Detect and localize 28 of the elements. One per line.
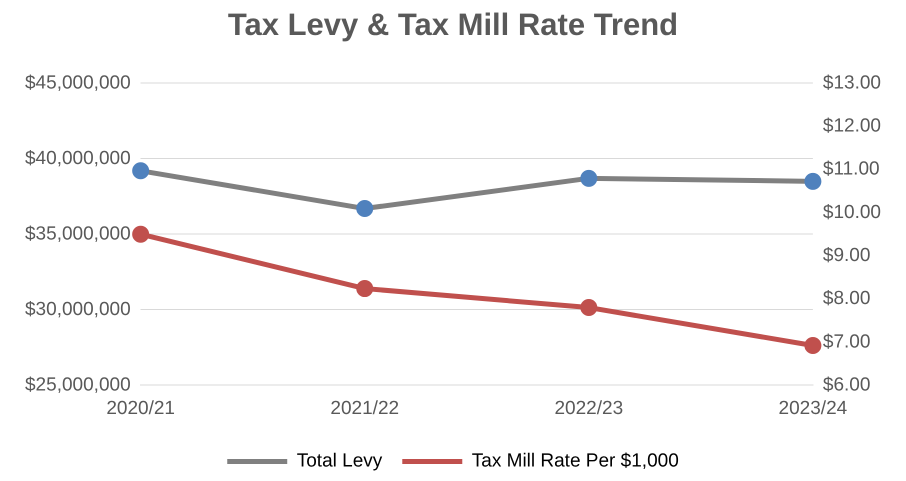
y2-tick-label: $6.00: [822, 374, 870, 396]
chart-title: Tax Levy & Tax Mill Rate Trend: [228, 7, 678, 42]
x-tick-label: 2022/23: [554, 398, 624, 419]
y2-tick-label: $12.00: [822, 116, 882, 137]
y-tick-label: $25,000,000: [24, 374, 131, 396]
y2-tick-label: $10.00: [822, 202, 882, 223]
x-tick-label: 2020/21: [106, 398, 176, 419]
point: [580, 299, 598, 316]
y-tick-label: $30,000,000: [24, 298, 131, 320]
legend-label: Total Levy: [296, 450, 383, 472]
point: [356, 280, 374, 298]
y-tick-label: $35,000,000: [24, 223, 131, 244]
point: [356, 200, 374, 218]
x-tick-label: 2021/22: [330, 398, 400, 419]
y-tick-label: $40,000,000: [24, 148, 131, 169]
y2-tick-label: $8.00: [822, 288, 870, 310]
point: [804, 172, 822, 190]
y-tick-label: $45,000,000: [24, 72, 131, 94]
point: [132, 226, 150, 243]
point: [804, 337, 822, 354]
point: [132, 162, 150, 180]
y2-tick-label: $13.00: [822, 72, 882, 94]
legend-label: Tax Mill Rate Per $1,000: [472, 450, 679, 472]
x-tick-label: 2023/24: [778, 398, 848, 419]
y2-tick-label: $9.00: [822, 245, 870, 266]
y2-tick-label: $11.00: [822, 158, 880, 180]
y2-tick-label: $7.00: [822, 331, 870, 352]
point: [580, 170, 598, 187]
